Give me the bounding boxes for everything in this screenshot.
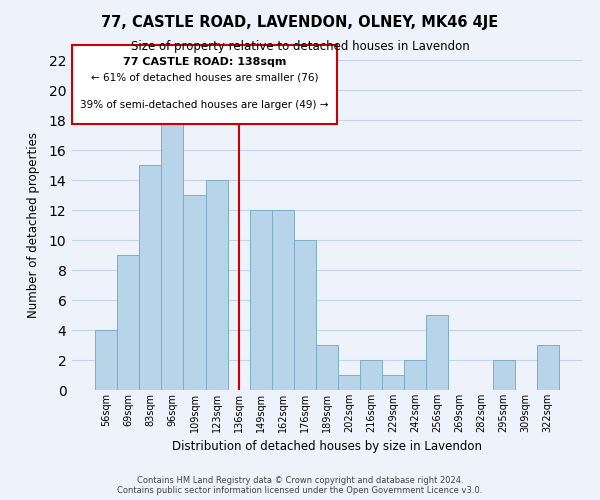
Bar — [360, 360, 382, 390]
Text: Contains public sector information licensed under the Open Government Licence v3: Contains public sector information licen… — [118, 486, 482, 495]
Bar — [161, 120, 184, 390]
Text: 77, CASTLE ROAD, LAVENDON, OLNEY, MK46 4JE: 77, CASTLE ROAD, LAVENDON, OLNEY, MK46 4… — [101, 15, 499, 30]
Bar — [184, 195, 206, 390]
Bar — [338, 375, 360, 390]
Bar — [95, 330, 117, 390]
Bar — [427, 315, 448, 390]
Bar — [206, 180, 227, 390]
Text: ← 61% of detached houses are smaller (76): ← 61% of detached houses are smaller (76… — [91, 72, 319, 83]
FancyBboxPatch shape — [72, 45, 337, 124]
Bar — [250, 210, 272, 390]
Text: Contains HM Land Registry data © Crown copyright and database right 2024.: Contains HM Land Registry data © Crown c… — [137, 476, 463, 485]
Bar — [493, 360, 515, 390]
Bar — [139, 165, 161, 390]
Text: 77 CASTLE ROAD: 138sqm: 77 CASTLE ROAD: 138sqm — [123, 56, 286, 66]
Bar — [294, 240, 316, 390]
Bar — [404, 360, 427, 390]
Text: 39% of semi-detached houses are larger (49) →: 39% of semi-detached houses are larger (… — [80, 100, 329, 110]
X-axis label: Distribution of detached houses by size in Lavendon: Distribution of detached houses by size … — [172, 440, 482, 454]
Bar — [272, 210, 294, 390]
Text: Size of property relative to detached houses in Lavendon: Size of property relative to detached ho… — [131, 40, 469, 53]
Bar — [382, 375, 404, 390]
Bar — [537, 345, 559, 390]
Bar — [316, 345, 338, 390]
Y-axis label: Number of detached properties: Number of detached properties — [28, 132, 40, 318]
Bar — [117, 255, 139, 390]
